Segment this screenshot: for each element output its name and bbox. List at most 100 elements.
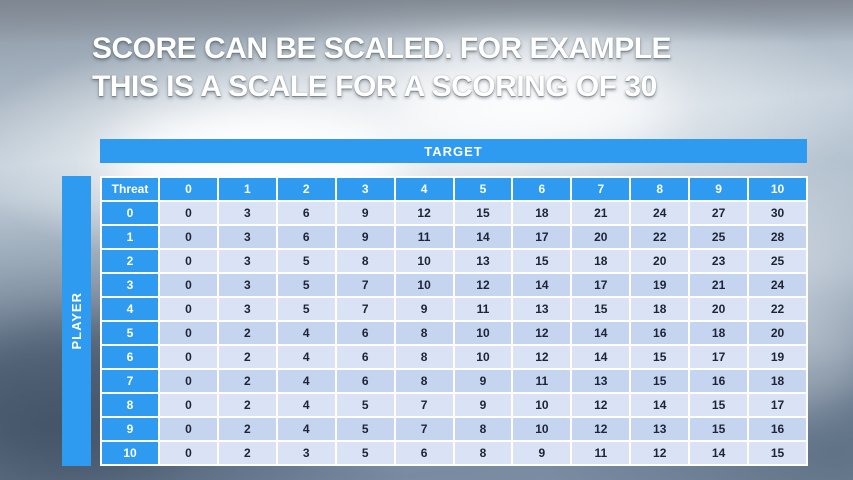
- score-cell: 10: [511, 416, 573, 442]
- score-cell: 0: [158, 296, 219, 322]
- column-header-cell: 1: [216, 176, 278, 202]
- score-cell: 8: [393, 320, 455, 346]
- score-cell: 25: [747, 248, 808, 274]
- score-cell: 16: [688, 368, 750, 394]
- score-cell: 14: [570, 344, 632, 370]
- score-cell: 22: [747, 296, 808, 322]
- score-cell: 17: [688, 344, 750, 370]
- score-cell: 4: [275, 320, 337, 346]
- score-cell: 12: [511, 344, 573, 370]
- score-cell: 10: [393, 248, 455, 274]
- score-cell: 12: [511, 320, 573, 346]
- score-cell: 19: [747, 344, 808, 370]
- score-cell: 2: [216, 416, 278, 442]
- score-cell: 14: [570, 320, 632, 346]
- score-cell: 8: [334, 248, 396, 274]
- score-cell: 6: [275, 200, 337, 226]
- score-cell: 5: [275, 248, 337, 274]
- score-cell: 2: [216, 440, 278, 466]
- column-header-cell: 5: [452, 176, 514, 202]
- score-cell: 0: [158, 368, 219, 394]
- table-row: 9 0 2 4 5 7 8 10 12 13 15 16: [100, 416, 808, 442]
- score-cell: 5: [334, 440, 396, 466]
- score-cell: 0: [158, 440, 219, 466]
- score-cell: 12: [393, 200, 455, 226]
- score-cell: 0: [158, 224, 219, 250]
- score-cell: 8: [452, 440, 514, 466]
- threat-cell: 6: [100, 344, 160, 370]
- score-cell: 20: [688, 296, 750, 322]
- score-cell: 10: [511, 392, 573, 418]
- score-cell: 8: [452, 416, 514, 442]
- score-cell: 15: [629, 344, 691, 370]
- score-cell: 12: [570, 416, 632, 442]
- score-cell: 13: [629, 416, 691, 442]
- table-row: 6 0 2 4 6 8 10 12 14 15 17 19: [100, 344, 808, 370]
- score-cell: 8: [393, 344, 455, 370]
- score-cell: 6: [393, 440, 455, 466]
- score-cell: 7: [393, 416, 455, 442]
- score-cell: 18: [629, 296, 691, 322]
- score-cell: 7: [393, 392, 455, 418]
- score-cell: 15: [629, 368, 691, 394]
- score-cell: 14: [452, 224, 514, 250]
- slide-title: SCORE CAN BE SCALED. FOR EXAMPLE THIS IS…: [92, 30, 812, 105]
- column-header-cell: 10: [747, 176, 808, 202]
- score-cell: 18: [511, 200, 573, 226]
- score-cell: 22: [629, 224, 691, 250]
- threat-cell: 8: [100, 392, 160, 418]
- threat-cell: 5: [100, 320, 160, 346]
- score-cell: 8: [393, 368, 455, 394]
- score-cell: 24: [747, 272, 808, 298]
- score-cell: 9: [334, 200, 396, 226]
- score-cell: 20: [629, 248, 691, 274]
- score-cell: 6: [334, 344, 396, 370]
- score-cell: 25: [688, 224, 750, 250]
- score-cell: 11: [570, 440, 632, 466]
- score-cell: 0: [158, 416, 219, 442]
- table-row: 3 0 3 5 7 10 12 14 17 19 21 24: [100, 272, 808, 298]
- column-header-cell: 9: [688, 176, 750, 202]
- score-cell: 11: [393, 224, 455, 250]
- score-cell: 21: [688, 272, 750, 298]
- score-cell: 3: [216, 200, 278, 226]
- score-cell: 9: [452, 368, 514, 394]
- column-header-cell: 6: [511, 176, 573, 202]
- score-cell: 18: [688, 320, 750, 346]
- score-cell: 0: [158, 272, 219, 298]
- threat-cell: 0: [100, 200, 160, 226]
- score-cell: 5: [275, 272, 337, 298]
- score-cell: 15: [688, 392, 750, 418]
- score-cell: 2: [216, 368, 278, 394]
- score-cell: 0: [158, 392, 219, 418]
- score-cell: 10: [452, 320, 514, 346]
- score-cell: 17: [511, 224, 573, 250]
- score-cell: 15: [511, 248, 573, 274]
- table-row: 4 0 3 5 7 9 11 13 15 18 20 22: [100, 296, 808, 322]
- score-cell: 12: [452, 272, 514, 298]
- score-cell: 19: [629, 272, 691, 298]
- score-cell: 28: [747, 224, 808, 250]
- score-cell: 6: [275, 224, 337, 250]
- score-cell: 13: [570, 368, 632, 394]
- column-header-cell: 8: [629, 176, 691, 202]
- score-cell: 30: [747, 200, 808, 226]
- score-cell: 6: [334, 368, 396, 394]
- score-cell: 12: [570, 392, 632, 418]
- score-cell: 23: [688, 248, 750, 274]
- score-cell: 0: [158, 200, 219, 226]
- score-cell: 2: [216, 392, 278, 418]
- score-cell: 14: [629, 392, 691, 418]
- table-row: 8 0 2 4 5 7 9 10 12 14 15 17: [100, 392, 808, 418]
- score-cell: 9: [393, 296, 455, 322]
- score-cell: 11: [452, 296, 514, 322]
- score-cell: 16: [747, 416, 808, 442]
- score-cell: 14: [688, 440, 750, 466]
- player-label: PLAYER: [69, 292, 84, 350]
- score-cell: 4: [275, 344, 337, 370]
- score-cell: 11: [511, 368, 573, 394]
- target-header-bar: TARGET: [100, 139, 807, 163]
- score-cell: 4: [275, 392, 337, 418]
- score-cell: 3: [216, 248, 278, 274]
- column-header-cell: 3: [334, 176, 396, 202]
